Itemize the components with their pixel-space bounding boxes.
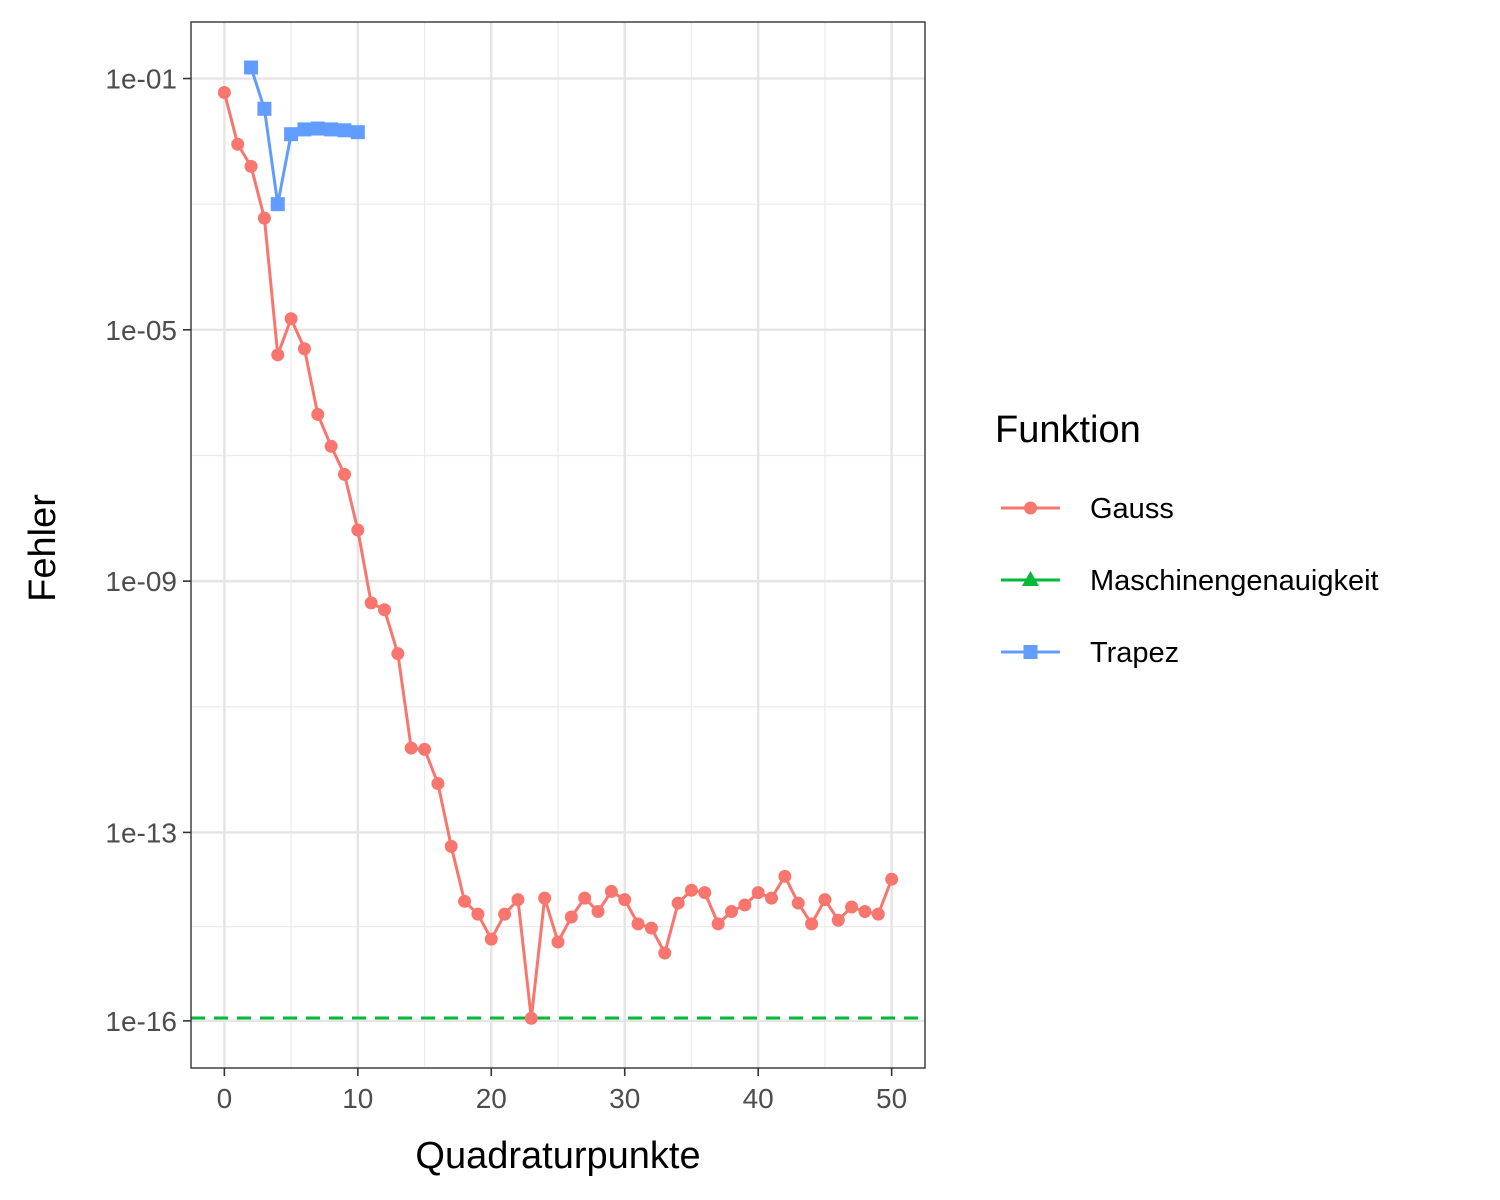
x-tick-label: 30 <box>609 1083 640 1114</box>
data-point-gauss <box>858 905 872 919</box>
legend-key-marker-maschinengenauigkeit <box>1022 571 1039 586</box>
legend-label-maschinengenauigkeit: Maschinengenauigkeit <box>1090 565 1379 597</box>
data-point-gauss <box>738 898 752 912</box>
data-point-gauss <box>551 935 565 949</box>
data-point-gauss <box>311 407 325 421</box>
legend-item-gauss: Gauss <box>1001 493 1174 525</box>
data-point-gauss <box>538 891 552 905</box>
data-point-gauss <box>618 893 632 907</box>
x-tick-label: 0 <box>217 1083 233 1114</box>
data-point-trapez <box>337 123 352 138</box>
legend-key-marker-trapez <box>1023 645 1038 659</box>
y-tick-label: 1e-13 <box>105 817 177 848</box>
legend: Funktion Gauss Maschinengenauigkeit Trapez <box>995 409 1379 669</box>
x-tick-label: 10 <box>342 1083 373 1114</box>
panel-border <box>190 21 926 1069</box>
data-point-gauss <box>337 467 351 481</box>
axis-ticks: 0 10 20 30 40 50 1e-01 1e-05 1e-09 1e-13 1e-16 <box>105 64 907 1114</box>
legend-label-trapez: Trapez <box>1090 637 1179 669</box>
data-point-gauss <box>498 907 512 921</box>
data-point-gauss <box>271 348 285 362</box>
legend-key-marker-gauss <box>1024 501 1037 515</box>
x-tick-label: 40 <box>743 1083 774 1114</box>
data-point-gauss <box>418 742 432 756</box>
data-point-gauss <box>724 905 738 919</box>
x-tick-label: 20 <box>476 1083 507 1114</box>
legend-item-maschinengenauigkeit: Maschinengenauigkeit <box>1001 565 1379 597</box>
grid-major <box>191 22 925 1068</box>
data-point-gauss <box>391 647 405 661</box>
data-point-gauss <box>257 211 271 225</box>
y-tick-label: 1e-16 <box>105 1006 177 1037</box>
data-point-gauss <box>791 896 805 910</box>
data-point-gauss <box>244 159 258 173</box>
data-point-gauss <box>845 900 859 914</box>
data-point-gauss <box>471 907 485 921</box>
data-point-trapez <box>244 60 259 75</box>
legend-item-trapez: Trapez <box>1001 637 1179 669</box>
data-point-gauss <box>524 1011 538 1025</box>
data-point-trapez <box>257 101 272 116</box>
data-point-gauss <box>885 872 899 886</box>
data-point-trapez <box>297 122 312 137</box>
data-point-trapez <box>324 122 339 137</box>
y-tick-label: 1e-05 <box>105 315 177 346</box>
data-point-gauss <box>818 893 832 907</box>
x-tick-label: 50 <box>876 1083 907 1114</box>
data-point-trapez <box>284 127 299 142</box>
data-point-gauss <box>217 85 231 99</box>
data-point-gauss <box>684 883 698 897</box>
data-point-gauss <box>671 896 685 910</box>
x-axis-title: Quadraturpunkte <box>415 1135 700 1177</box>
data-point-gauss <box>778 869 792 883</box>
data-point-gauss <box>831 913 845 927</box>
data-point-gauss <box>604 884 618 898</box>
data-point-gauss <box>297 342 311 356</box>
data-point-gauss <box>231 137 245 151</box>
series-layer <box>191 60 925 1025</box>
data-point-gauss <box>431 777 445 791</box>
data-point-gauss <box>511 893 525 907</box>
data-point-gauss <box>871 907 885 921</box>
data-point-gauss <box>351 523 365 537</box>
data-point-gauss <box>751 886 765 900</box>
data-point-gauss <box>284 312 298 326</box>
data-point-gauss <box>444 839 458 853</box>
data-point-gauss <box>631 917 645 931</box>
data-point-gauss <box>805 917 819 931</box>
data-point-gauss <box>711 917 725 931</box>
data-point-gauss <box>578 891 592 905</box>
y-axis-title: Fehler <box>22 494 64 602</box>
data-point-gauss <box>765 891 779 905</box>
data-point-gauss <box>404 741 418 755</box>
grid-minor <box>191 22 925 1068</box>
data-point-gauss <box>458 894 472 908</box>
data-point-trapez <box>270 197 285 212</box>
data-point-gauss <box>364 596 378 610</box>
data-point-gauss <box>378 603 392 617</box>
data-point-gauss <box>564 910 578 924</box>
y-tick-label: 1e-09 <box>105 566 177 597</box>
data-point-gauss <box>644 921 658 935</box>
data-point-trapez <box>350 125 365 140</box>
legend-label-gauss: Gauss <box>1090 493 1174 525</box>
data-point-gauss <box>324 439 338 453</box>
data-point-trapez <box>310 121 325 136</box>
data-point-gauss <box>698 886 712 900</box>
y-tick-label: 1e-01 <box>105 64 177 95</box>
legend-title: Funktion <box>995 409 1141 451</box>
data-point-gauss <box>658 946 672 960</box>
data-point-gauss <box>591 905 605 919</box>
data-point-gauss <box>484 932 498 946</box>
